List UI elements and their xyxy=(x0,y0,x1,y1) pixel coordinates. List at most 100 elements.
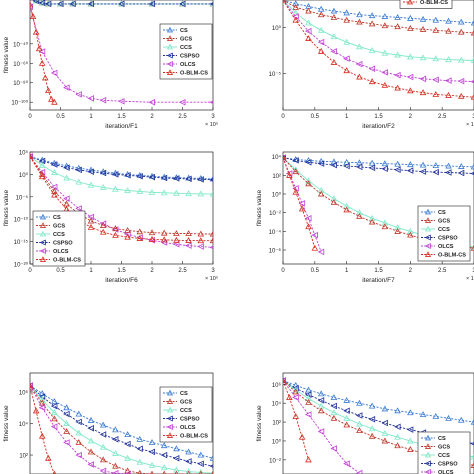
data-point-o-blm-cs xyxy=(292,412,300,419)
data-point-cspso xyxy=(160,174,168,182)
y-tick-label: 10⁻⁶ xyxy=(269,248,282,255)
legend-marker-gcs xyxy=(166,398,174,404)
data-point-cs xyxy=(356,399,363,406)
x-tick-label: 0 xyxy=(28,114,32,120)
series-group xyxy=(30,0,213,106)
data-point-cspso xyxy=(32,0,40,5)
legend-marker-olcs xyxy=(166,60,173,68)
y-axis-label: fitness value xyxy=(3,37,10,74)
legend-label-cs: CS xyxy=(180,28,188,34)
data-point-ccs xyxy=(197,190,205,197)
legend-label-gcs: GCS xyxy=(53,224,65,230)
data-point-cspso xyxy=(394,423,401,431)
data-point-cs xyxy=(51,397,58,404)
data-point-ccs xyxy=(317,186,325,193)
data-point-o-blm-cs xyxy=(136,235,144,241)
data-point-cspso xyxy=(406,167,414,174)
series-line-cspso xyxy=(283,157,474,174)
data-point-cs xyxy=(394,160,401,167)
data-point-ccs xyxy=(292,386,300,393)
data-point-gcs xyxy=(185,230,192,237)
data-point-cs xyxy=(317,157,325,164)
data-point-olcs xyxy=(87,95,94,102)
data-point-o-blm-cs xyxy=(30,1,34,8)
data-point-cs xyxy=(148,439,156,445)
data-point-cspso xyxy=(99,431,107,438)
data-point-gcs xyxy=(343,421,350,428)
data-point-o-blm-cs xyxy=(38,59,46,66)
data-point-gcs xyxy=(148,229,156,236)
y-axis-label: fitness value xyxy=(256,190,263,227)
data-point-ccs xyxy=(457,56,465,63)
data-point-o-blm-cs xyxy=(381,81,389,88)
data-point-gcs xyxy=(356,427,363,434)
data-point-gcs xyxy=(124,226,131,233)
data-point-ccs xyxy=(356,420,363,427)
legend-marker-olcs xyxy=(424,242,431,250)
data-point-olcs xyxy=(160,239,168,246)
data-point-o-blm-cs xyxy=(343,67,350,74)
series-line-olcs xyxy=(30,385,128,474)
data-point-cspso xyxy=(368,164,376,172)
data-point-gcs xyxy=(419,25,427,32)
data-point-gcs xyxy=(407,24,414,31)
data-point-cspso xyxy=(160,451,168,459)
data-point-o-blm-cs xyxy=(51,191,58,198)
data-point-o-blm-cs xyxy=(99,228,107,235)
y-tick-label: 10⁻¹⁵ xyxy=(14,239,29,246)
data-point-ccs xyxy=(160,464,168,471)
legend-label-ccs: CCS xyxy=(180,408,192,414)
data-point-o-blm-cs xyxy=(305,223,312,230)
data-point-o-blm-cs xyxy=(432,90,440,97)
data-point-olcs xyxy=(179,98,186,106)
axes-box xyxy=(282,372,474,474)
data-point-o-blm-cs xyxy=(87,223,95,230)
data-point-cspso xyxy=(406,426,414,433)
legend-marker-cs xyxy=(424,434,432,441)
data-point-gcs xyxy=(197,230,205,237)
data-point-olcs xyxy=(172,241,180,248)
legend-label-o-blm-cs: O-BLM-CS xyxy=(180,71,208,77)
series-line-cspso xyxy=(30,385,213,467)
data-point-cspso xyxy=(50,402,58,410)
series-line-cs xyxy=(30,156,213,180)
data-point-cspso xyxy=(50,161,58,168)
data-point-gcs xyxy=(99,456,107,463)
data-point-olcs xyxy=(38,48,46,55)
data-point-gcs xyxy=(368,218,376,225)
data-point-cspso xyxy=(197,460,204,467)
data-point-cspso xyxy=(148,0,156,8)
x-tick-label: 0 xyxy=(281,114,285,120)
series-line-ccs xyxy=(30,156,213,195)
data-point-olcs xyxy=(124,470,131,474)
x-tick-label: 0.5 xyxy=(56,114,65,120)
data-point-o-blm-cs xyxy=(368,78,376,85)
x-tick-label: 2 xyxy=(150,268,154,274)
data-point-ccs xyxy=(330,195,338,202)
x-tick-label: 1 xyxy=(89,114,93,120)
legend-box xyxy=(159,23,213,80)
data-point-ccs xyxy=(173,189,180,196)
data-point-o-blm-cs xyxy=(38,432,46,439)
legend-label-o-blm-cs: O-BLM-CS xyxy=(180,434,208,440)
data-point-ccs xyxy=(368,46,376,53)
data-point-o-blm-cs xyxy=(32,407,40,414)
data-point-ccs xyxy=(407,53,414,60)
data-point-cspso xyxy=(57,0,64,8)
legend-marker-cs xyxy=(424,208,432,215)
x-tick-label: 2 xyxy=(409,114,413,120)
legend-marker-olcs xyxy=(424,468,431,474)
data-point-o-blm-cs xyxy=(457,92,465,99)
data-point-gcs xyxy=(292,388,300,395)
data-point-gcs xyxy=(317,11,325,18)
data-point-cspso xyxy=(124,172,131,179)
data-point-cspso xyxy=(44,0,52,8)
x-tick-label: 0.5 xyxy=(56,268,65,274)
data-point-cs xyxy=(356,159,363,166)
legend-marker-cspso xyxy=(424,234,431,241)
data-point-cspso xyxy=(87,424,94,432)
data-point-cs xyxy=(87,416,95,423)
data-point-o-blm-cs xyxy=(311,244,319,251)
legend-marker-o-blm-cs xyxy=(424,251,432,257)
data-point-cspso xyxy=(118,0,125,8)
